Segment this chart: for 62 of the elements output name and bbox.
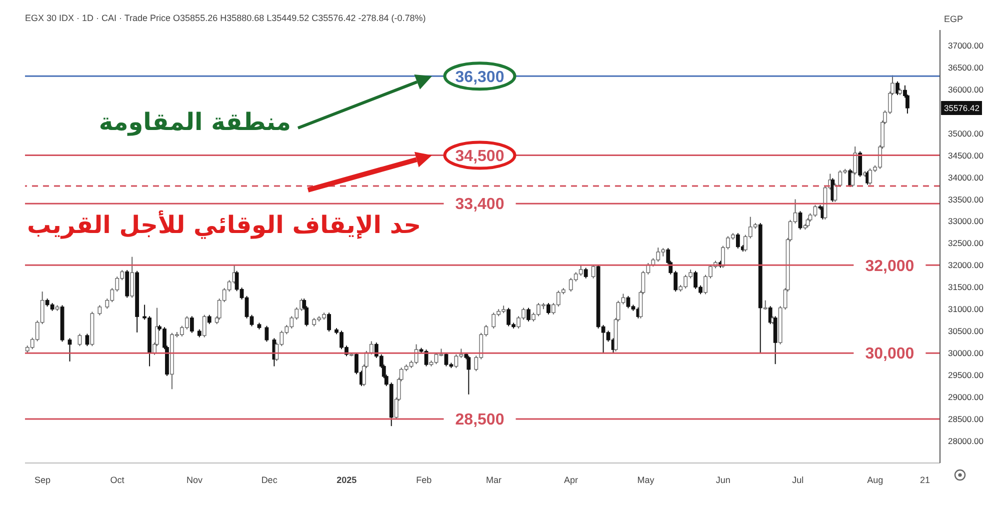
y-tick-label: 35000.00 [948,128,984,138]
ref-line-label: 30,000 [865,346,914,363]
y-tick-label: 28000.00 [948,436,984,446]
y-tick-label: 32000.00 [948,260,984,270]
candlestick [798,210,802,230]
ref-line-label: 28,500 [455,412,504,429]
y-tick-label: 30000.00 [948,348,984,358]
y-tick-label: 32500.00 [948,238,984,248]
candlestick [858,150,862,178]
y-tick-label: 28500.00 [948,414,984,424]
candlestick [98,304,102,316]
candlestick [591,264,596,279]
x-tick-label: May [637,475,655,485]
y-tick-label: 29500.00 [948,370,984,380]
y-tick-label: 34000.00 [948,172,984,182]
y-axis-title: EGP [944,14,964,24]
y-tick-label: 29000.00 [948,392,984,402]
y-tick-label: 33000.00 [948,216,984,226]
x-tick-label: Nov [186,475,204,485]
x-tick-label: Feb [416,475,432,485]
x-tick-label: Apr [564,475,578,485]
text: 35576.42 [941,100,982,115]
y-tick-label: 36500.00 [948,62,984,72]
candlestick [584,267,588,279]
candlestick [207,314,212,325]
candlestick [546,302,550,315]
candlestick [78,333,82,347]
candlestick [327,312,331,332]
candlestick [85,333,90,347]
annotation: حد الإيقاف الوقائي للأجل القريب [26,211,421,239]
candlestick [264,325,269,342]
x-tick-label: Sep [34,475,50,485]
ref-line-label: 34,500 [455,148,504,165]
candlestick [190,316,194,334]
y-tick-label: 34500.00 [948,150,984,160]
y-tick-label: 30500.00 [948,326,984,336]
x-tick-label: Aug [867,475,884,485]
chart-title: EGX 30 IDX · 1D · CAI · Trade Price O35855.26 H35880.68 L35449.52 C35576.42 -278.84 (-0.78%) [25,13,426,23]
candlestick [763,300,768,310]
y-tick-label: 37000.00 [948,40,984,50]
ref-line-label: 33,400 [455,196,504,214]
y-tick-label: 33500.00 [948,194,984,204]
annotation: منطقة المقاومة [98,108,291,136]
candlestick [466,355,471,395]
candlestick [130,256,134,298]
candlestick [526,307,530,322]
ref-line-label: 32,000 [865,258,914,275]
y-tick-label: 31500.00 [948,282,984,292]
y-tick-label: 36000.00 [948,84,984,94]
x-tick-label: 21 [920,475,930,485]
ref-line-label: 36,300 [455,68,504,86]
x-tick-label: Jul [792,475,804,485]
candlestick [68,338,72,362]
x-tick-label: Mar [486,475,502,485]
x-tick-label: Jun [716,475,730,485]
x-tick-label: Oct [110,475,125,485]
candlestick [202,314,206,338]
x-tick-label: Dec [261,475,278,485]
x-tick-label: 2025 [336,475,357,485]
candlestick [736,232,740,249]
y-tick-label: 31000.00 [948,304,984,314]
candlestick [369,340,374,355]
